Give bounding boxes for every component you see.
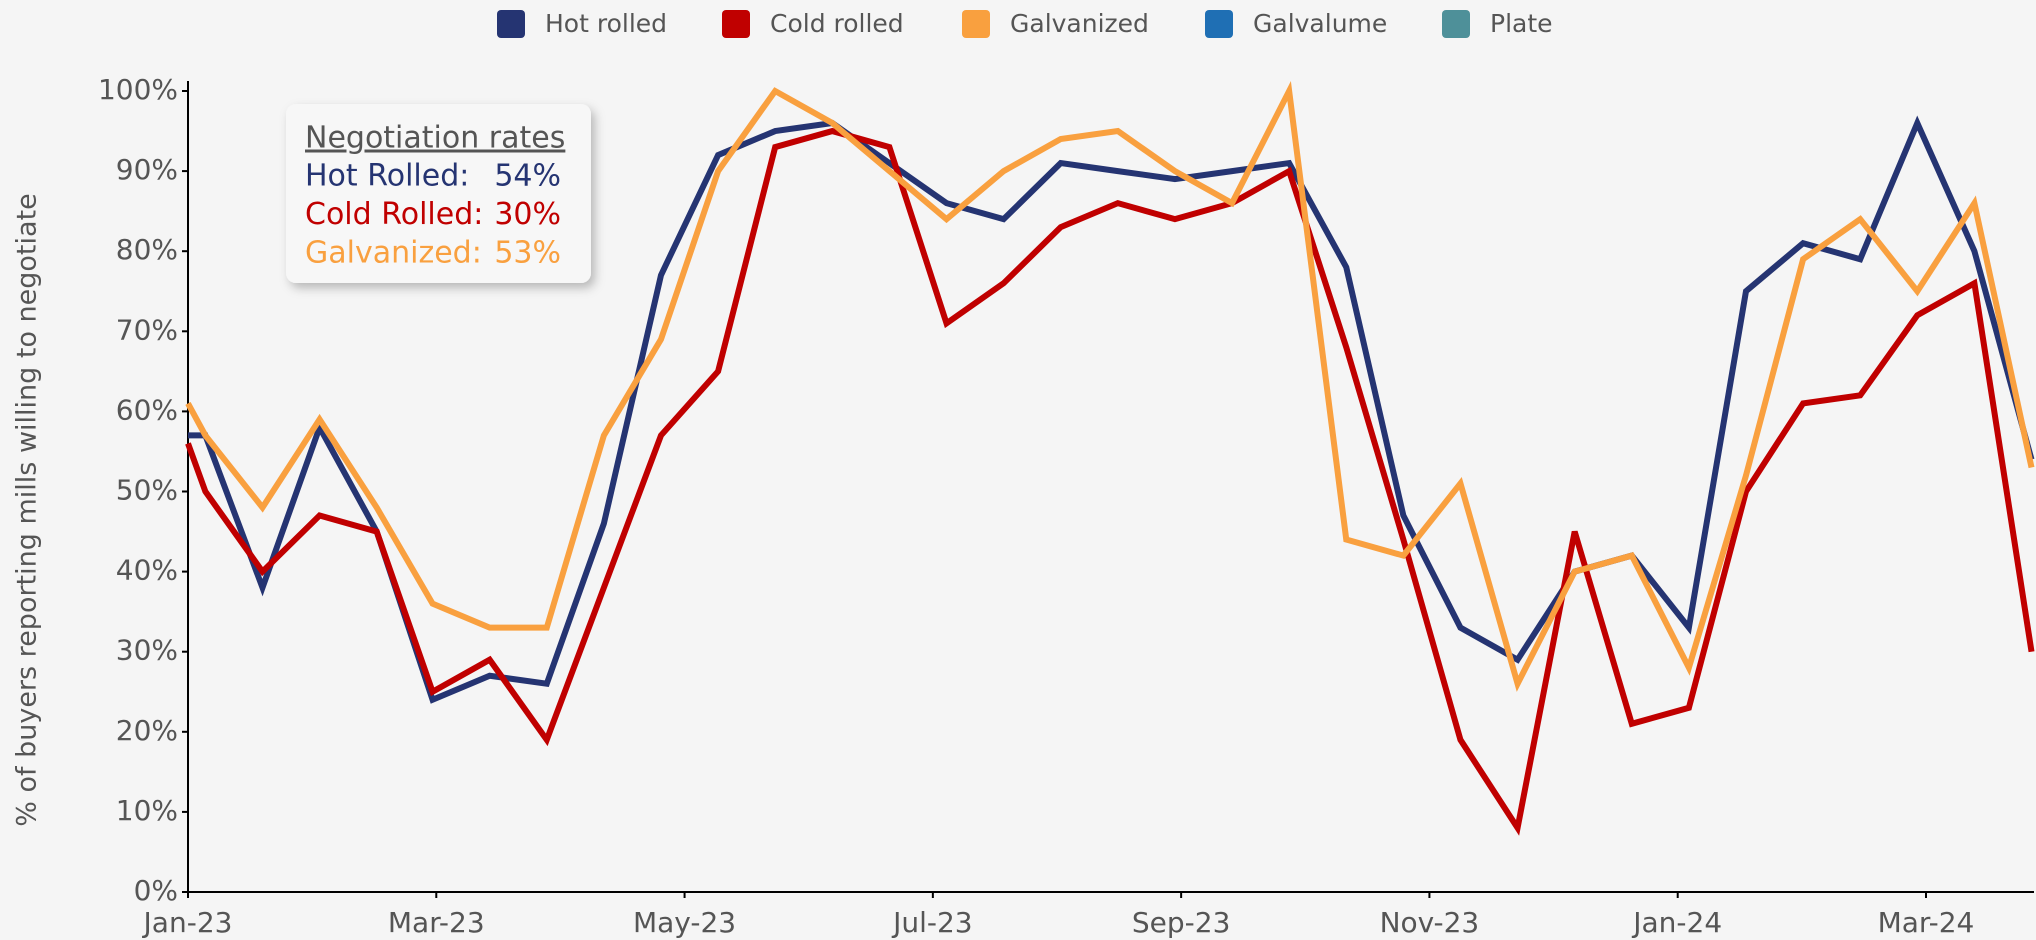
x-tick-label: May-23 [633,906,736,939]
series-line [185,127,2035,836]
annotation-value: 30% [494,197,561,232]
annotation-title: Negotiation rates [305,121,565,156]
y-tick-label: 0% [134,874,178,907]
series-line [185,80,2035,692]
legend-label: Hot rolled [545,9,667,38]
legend-label: Galvalume [1253,9,1387,38]
legend-swatch [722,10,750,38]
annotation-box [286,104,591,283]
x-tick-label: Jul-23 [891,906,973,939]
legend-swatch [1205,10,1233,38]
y-tick-label: 30% [116,634,178,667]
annotation-value: 53% [494,236,561,271]
legend-swatch [962,10,990,38]
y-tick-label: 100% [98,73,178,106]
y-tick-label: 10% [116,794,178,827]
legend-swatch [497,10,525,38]
y-tick-label: 60% [116,393,178,426]
legend-label: Galvanized [1010,9,1149,38]
x-tick-label: Mar-23 [388,906,485,939]
x-tick-label: Jan-24 [1631,906,1722,939]
legend-swatch [1442,10,1470,38]
y-tick-label: 90% [116,153,178,186]
x-tick-label: Nov-23 [1380,906,1480,939]
annotation-value: 54% [494,159,561,194]
x-tick-label: Mar-24 [1878,906,1975,939]
y-tick-label: 50% [116,474,178,507]
series-line [188,115,2035,704]
y-tick-label: 40% [116,554,178,587]
y-tick-label: 80% [116,233,178,266]
y-tick-label: 20% [116,714,178,747]
legend-label: Plate [1490,9,1553,38]
annotation-label: Cold Rolled: [305,197,483,232]
annotation-label: Hot Rolled: [305,159,469,194]
y-tick-label: 70% [116,313,178,346]
y-axis-label: % of buyers reporting mills willing to n… [12,193,43,827]
x-tick-label: Sep-23 [1132,906,1231,939]
x-tick-label: Jan-23 [142,906,233,939]
legend-label: Cold rolled [770,9,904,38]
annotation-label: Galvanized: [305,236,482,271]
